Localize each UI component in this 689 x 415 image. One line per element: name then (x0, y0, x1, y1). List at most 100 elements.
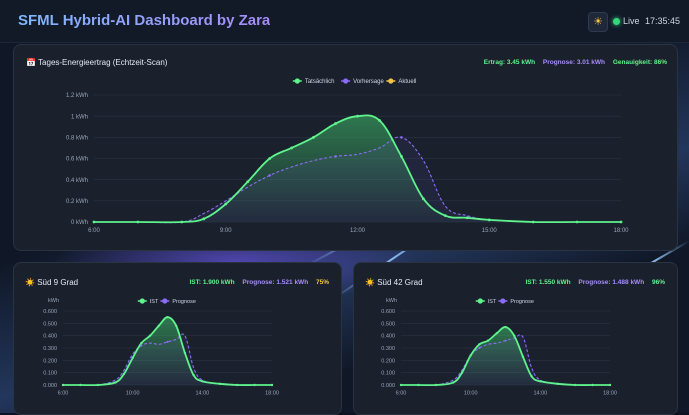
forecast-point (504, 340, 506, 342)
forecast-point (400, 136, 403, 139)
forecast-point (166, 341, 168, 343)
actual-point (175, 325, 177, 327)
actual-point (184, 352, 186, 354)
x-tick-label: 14:00 (533, 391, 547, 397)
actual-point (93, 221, 96, 224)
legend-swatch-dot (140, 298, 145, 303)
x-tick-label: 18:00 (265, 391, 279, 397)
actual-point (620, 221, 623, 224)
actual-point (557, 383, 559, 385)
actual-point (466, 216, 469, 219)
forecast-point (334, 155, 337, 158)
y-tick-label: 0.400 (43, 334, 57, 340)
actual-point (488, 218, 491, 221)
y-tick-label: 0.500 (381, 321, 395, 327)
actual-point (522, 355, 524, 357)
y-tick-label: 0.100 (43, 371, 57, 377)
y-axis-label: kWh (48, 298, 59, 304)
actual-point (224, 203, 227, 206)
legend-swatch-dot (478, 298, 483, 303)
panel-sued-9-grad: ☀️ Süd 9 Grad IST: 1.900 kWh Prognose: 1… (13, 262, 342, 415)
y-tick-label: 0.400 (381, 334, 395, 340)
actual-point (114, 381, 116, 383)
actual-point (158, 325, 160, 327)
y-tick-label: 0.200 (381, 358, 395, 364)
actual-point (166, 316, 168, 318)
legend-swatch-dot (295, 78, 300, 83)
legend-swatch-dot (162, 298, 167, 303)
actual-point (246, 180, 249, 183)
legend-swatch-dot (388, 78, 393, 83)
actual-point (192, 374, 194, 376)
x-tick-label: 9:00 (220, 228, 232, 234)
live-label: Live (623, 16, 640, 26)
x-tick-label: 12:00 (350, 228, 366, 234)
actual-point (334, 122, 337, 125)
actual-point (469, 354, 471, 356)
legend-swatch-dot (500, 298, 505, 303)
y-tick-label: 0.200 (43, 358, 57, 364)
actual-point (268, 157, 271, 160)
actual-point (290, 147, 293, 150)
forecast-point (140, 344, 142, 346)
actual-point (312, 136, 315, 139)
x-tick-label: 15:00 (482, 228, 498, 234)
panel-sued-42-grad: ☀️ Süd 42 Grad IST: 1.550 kWh Prognose: … (353, 262, 678, 415)
actual-point (487, 339, 489, 341)
x-tick-label: 18:00 (613, 228, 629, 234)
y-tick-label: 0.300 (43, 346, 57, 352)
actual-point (435, 384, 437, 386)
x-tick-label: 6:00 (88, 228, 100, 234)
actual-point (123, 373, 125, 375)
legend-label: Vorhersage (353, 79, 384, 85)
actual-point (378, 119, 381, 122)
app-title: SFML Hybrid-AI Dashboard by Zara (18, 12, 270, 29)
y-tick-label: 1 kWh (71, 114, 88, 120)
x-tick-label: 10:00 (464, 391, 478, 397)
actual-point (444, 214, 447, 217)
actual-point (149, 334, 151, 336)
y-tick-label: 0.600 (381, 309, 395, 315)
actual-point (496, 332, 498, 334)
actual-point (530, 375, 532, 377)
actual-point (422, 197, 425, 200)
live-status-dot (613, 18, 620, 25)
sun-icon: ☀ (593, 16, 603, 28)
legend-label: Prognose (510, 299, 534, 305)
x-tick-label: 14:00 (195, 391, 209, 397)
actual-point (609, 384, 611, 386)
x-tick-label: 6:00 (396, 391, 407, 397)
actual-point (576, 221, 579, 224)
actual-point (219, 383, 221, 385)
actual-point (180, 221, 183, 224)
actual-point (478, 343, 480, 345)
y-tick-label: 1.2 kWh (66, 93, 88, 99)
y-tick-label: 0.4 kWh (66, 178, 88, 184)
legend-label: Prognose (172, 299, 196, 305)
actual-point (271, 384, 273, 386)
actual-point (532, 221, 535, 224)
actual-point (131, 357, 133, 359)
actual-point (513, 334, 515, 336)
actual-point (201, 380, 203, 382)
actual-point (79, 384, 81, 386)
actual-point (452, 381, 454, 383)
x-tick-label: 6:00 (58, 391, 69, 397)
actual-point (62, 384, 64, 386)
y-tick-label: 0.300 (381, 346, 395, 352)
actual-point (400, 155, 403, 158)
forecast-point (268, 174, 271, 177)
theme-toggle-button[interactable]: ☀ (588, 12, 608, 32)
y-tick-label: 0.000 (381, 383, 395, 389)
y-tick-label: 0.000 (43, 383, 57, 389)
x-tick-label: 18:00 (603, 391, 617, 397)
legend-label: IST (150, 299, 159, 305)
actual-point (137, 221, 140, 224)
y-tick-label: 0 kWh (71, 220, 88, 226)
top-bar: SFML Hybrid-AI Dashboard by Zara ☀ Live … (0, 0, 689, 43)
y-tick-label: 0.6 kWh (66, 157, 88, 163)
daily-energy-card: 📅 Tages-Energieertrag (Echtzeit-Scan) Er… (13, 44, 678, 251)
actual-point (591, 384, 593, 386)
